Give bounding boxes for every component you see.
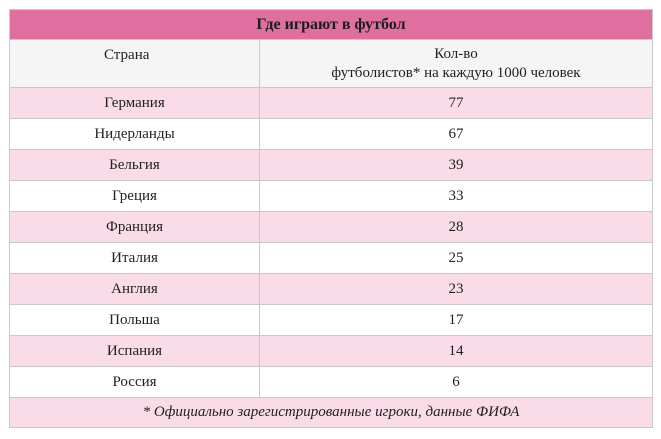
- header-count: Кол-во футболистов* на каждую 1000 челов…: [259, 39, 653, 88]
- country-cell: Испания: [9, 335, 260, 367]
- header-country: Страна: [9, 39, 260, 88]
- table-footnote-row: * Официально зарегистрированные игроки, …: [9, 397, 653, 428]
- header-count-line2: футболистов* на каждую 1000 человек: [331, 64, 581, 81]
- value-cell: 28: [259, 211, 653, 243]
- value-cell: 39: [259, 149, 653, 181]
- table-row: Германия 77: [9, 87, 653, 119]
- value-cell: 23: [259, 273, 653, 305]
- country-cell: Франция: [9, 211, 260, 243]
- value-cell: 67: [259, 118, 653, 150]
- value-cell: 6: [259, 366, 653, 398]
- table-row: Бельгия 39: [9, 149, 653, 181]
- table-title-row: Где играют в футбол: [9, 9, 653, 40]
- country-cell: Польша: [9, 304, 260, 336]
- country-cell: Нидерланды: [9, 118, 260, 150]
- table-header-row: Страна Кол-во футболистов* на каждую 100…: [9, 39, 653, 88]
- country-cell: Италия: [9, 242, 260, 274]
- country-cell: Греция: [9, 180, 260, 212]
- table-row: Россия 6: [9, 366, 653, 398]
- table-row: Нидерланды 67: [9, 118, 653, 150]
- country-cell: Англия: [9, 273, 260, 305]
- country-cell: Германия: [9, 87, 260, 119]
- table-row: Испания 14: [9, 335, 653, 367]
- value-cell: 33: [259, 180, 653, 212]
- table-row: Франция 28: [9, 211, 653, 243]
- table-title: Где играют в футбол: [9, 9, 653, 40]
- country-cell: Россия: [9, 366, 260, 398]
- table-row: Италия 25: [9, 242, 653, 274]
- table-footnote: * Официально зарегистрированные игроки, …: [9, 397, 653, 428]
- table-row: Англия 23: [9, 273, 653, 305]
- value-cell: 14: [259, 335, 653, 367]
- country-cell: Бельгия: [9, 149, 260, 181]
- value-cell: 77: [259, 87, 653, 119]
- value-cell: 25: [259, 242, 653, 274]
- football-players-table: Где играют в футбол Страна Кол-во футбол…: [9, 9, 653, 428]
- table-row: Польша 17: [9, 304, 653, 336]
- value-cell: 17: [259, 304, 653, 336]
- header-count-line1: Кол-во: [434, 45, 478, 62]
- table-row: Греция 33: [9, 180, 653, 212]
